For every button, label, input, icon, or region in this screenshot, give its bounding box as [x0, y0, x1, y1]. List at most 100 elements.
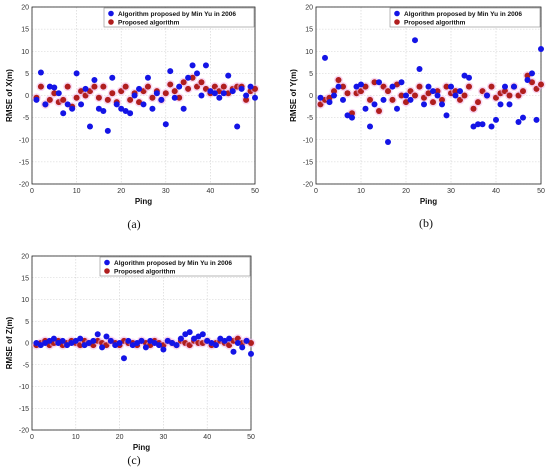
- y-tick-label: -15: [19, 159, 29, 166]
- data-point-minyu: [198, 92, 205, 99]
- y-tick-label: 10: [21, 297, 29, 304]
- y-tick-label: -5: [23, 362, 29, 369]
- legend-marker-minyu: [108, 10, 114, 17]
- data-point-minyu: [69, 105, 76, 112]
- data-point-proposed: [37, 83, 44, 90]
- data-point-proposed: [51, 90, 58, 97]
- data-point-proposed: [326, 94, 333, 101]
- data-point-minyu: [189, 62, 196, 69]
- x-tick-label: 10: [73, 188, 81, 195]
- data-point-minyu: [529, 70, 535, 77]
- y-axis-label: RMSE of Z(m): [5, 316, 14, 369]
- y-tick-label: 20: [21, 5, 29, 12]
- data-point-proposed: [189, 74, 196, 81]
- x-tick-label: 40: [492, 188, 500, 195]
- data-point-minyu: [502, 83, 508, 90]
- panel-caption: (a): [127, 217, 140, 231]
- data-point-minyu: [216, 94, 223, 101]
- data-point-minyu: [252, 94, 258, 101]
- data-point-minyu: [439, 101, 445, 108]
- data-point-minyu: [524, 77, 531, 84]
- data-point-minyu: [452, 92, 459, 99]
- data-point-minyu: [113, 101, 120, 108]
- data-point-proposed: [95, 94, 102, 101]
- data-point-proposed: [439, 96, 445, 103]
- data-point-proposed: [149, 94, 156, 101]
- legend-box: [389, 7, 541, 28]
- legend-marker-minyu: [104, 259, 110, 266]
- data-point-minyu: [138, 337, 145, 344]
- data-point-minyu: [60, 110, 67, 117]
- data-point-minyu: [127, 110, 134, 117]
- data-point-proposed: [488, 83, 495, 90]
- data-point-minyu: [358, 81, 364, 88]
- legend-box: [103, 7, 255, 28]
- data-point-proposed: [470, 105, 477, 112]
- data-point-minyu: [326, 99, 333, 106]
- x-tick-label: 40: [207, 188, 215, 195]
- legend-marker-proposed: [108, 19, 114, 25]
- x-tick-label: 30: [447, 188, 455, 195]
- data-point-minyu: [515, 119, 522, 126]
- data-point-minyu: [37, 69, 44, 76]
- data-point-minyu: [167, 68, 174, 75]
- data-point-minyu: [220, 90, 227, 97]
- data-point-minyu: [144, 74, 151, 81]
- data-point-minyu: [64, 101, 71, 108]
- data-point-minyu: [412, 37, 418, 44]
- y-tick-label: 15: [305, 27, 313, 34]
- data-point-proposed: [452, 88, 459, 95]
- data-point-proposed: [127, 96, 134, 103]
- data-point-minyu: [50, 335, 57, 342]
- x-tick-label: 50: [537, 188, 545, 195]
- data-point-minyu: [118, 105, 125, 112]
- x-tick-label: 50: [247, 434, 255, 441]
- panel-caption: (b): [419, 216, 433, 230]
- data-point-minyu: [59, 337, 66, 344]
- data-point-minyu: [136, 85, 143, 92]
- y-tick-label: -5: [307, 115, 313, 122]
- data-point-proposed: [371, 79, 378, 86]
- y-tick-label: 0: [25, 93, 29, 100]
- data-point-minyu: [371, 101, 378, 108]
- data-point-proposed: [331, 88, 337, 95]
- data-point-minyu: [77, 335, 84, 342]
- y-tick-label: 15: [21, 27, 29, 34]
- x-tick-label: 10: [357, 188, 365, 195]
- x-tick-label: 0: [314, 188, 318, 195]
- data-point-minyu: [317, 94, 324, 101]
- y-tick-label: -15: [19, 406, 29, 413]
- data-point-minyu: [238, 85, 245, 92]
- data-point-minyu: [42, 101, 49, 108]
- data-point-minyu: [533, 116, 540, 123]
- data-point-minyu: [176, 83, 183, 90]
- y-tick-label: 5: [25, 71, 29, 78]
- data-point-proposed: [162, 90, 169, 97]
- legend-marker-minyu: [394, 10, 400, 17]
- data-point-proposed: [171, 88, 178, 95]
- data-point-minyu: [538, 46, 544, 53]
- x-tick-label: 20: [116, 434, 124, 441]
- data-point-minyu: [385, 138, 391, 145]
- data-point-minyu: [229, 88, 236, 95]
- data-point-proposed: [180, 79, 187, 86]
- data-point-proposed: [60, 96, 67, 103]
- data-point-minyu: [226, 335, 233, 342]
- data-point-minyu: [470, 123, 477, 130]
- data-point-proposed: [122, 83, 129, 90]
- y-tick-label: 0: [309, 93, 313, 100]
- y-tick-label: 15: [21, 275, 29, 282]
- data-point-proposed: [335, 77, 342, 84]
- data-point-minyu: [199, 331, 206, 338]
- data-point-minyu: [180, 105, 187, 112]
- data-point-minyu: [461, 72, 468, 79]
- data-point-minyu: [158, 96, 165, 103]
- data-point-proposed: [461, 92, 468, 99]
- data-point-minyu: [225, 72, 232, 79]
- legend-label-proposed: Proposed algorithm: [404, 19, 466, 26]
- data-point-proposed: [385, 88, 391, 95]
- data-point-minyu: [202, 62, 209, 69]
- y-axis-label: RMSE of X(m): [5, 69, 14, 122]
- data-point-proposed: [443, 83, 450, 90]
